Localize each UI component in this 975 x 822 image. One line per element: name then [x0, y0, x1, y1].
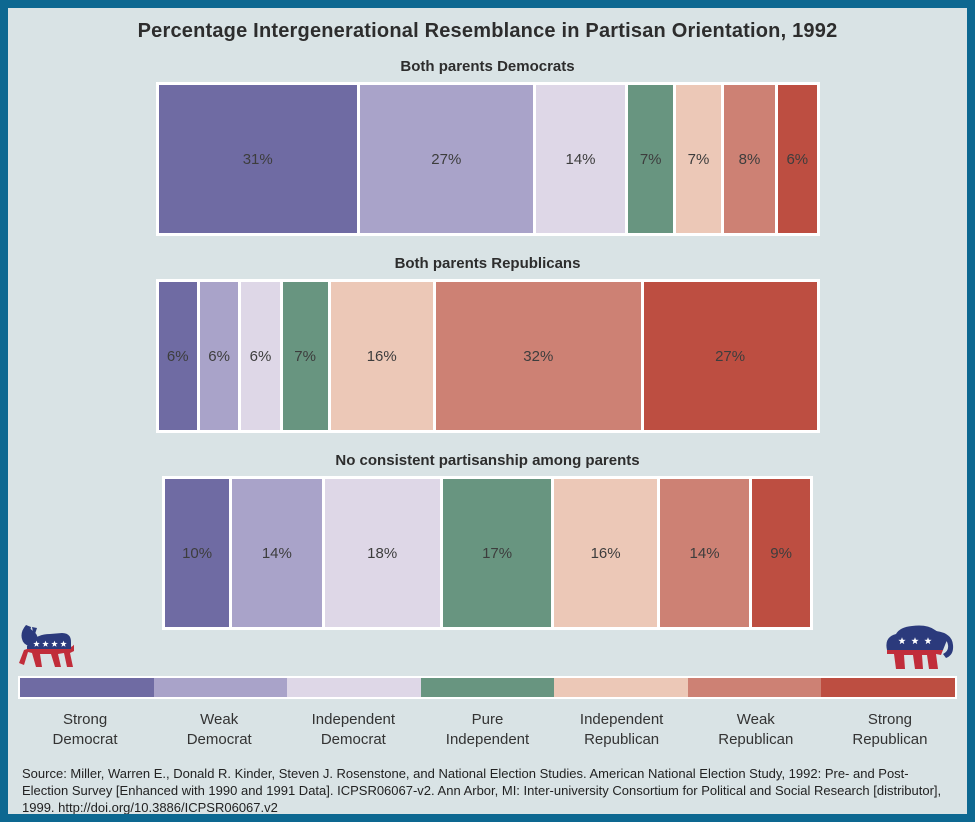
- legend-label-strong-democrat: Strong Democrat: [52, 711, 118, 748]
- bar-segment-independent-republican: 16%: [330, 282, 433, 430]
- bar-segment-weak-democrat: 6%: [199, 282, 239, 430]
- legend-label-weak-republican: Weak Republican: [718, 711, 794, 748]
- chart-no-consistent-partisanship: No consistent partisanship among parents…: [8, 452, 967, 630]
- bar-segment-weak-republican: 32%: [435, 282, 641, 430]
- bar-segment-weak-republican: 14%: [659, 479, 750, 627]
- segment-value-label: 8%: [738, 150, 761, 168]
- bar-segment-independent-democrat: 18%: [324, 479, 440, 627]
- bar-segment-strong-republican: 9%: [752, 479, 810, 627]
- segment-value-label: 27%: [715, 347, 746, 365]
- stacked-bar: 31% 27% 14% 7% 7% 8% 6%: [155, 82, 820, 236]
- legend-swatch-weak-republican: [687, 678, 822, 697]
- segment-value-label: 18%: [367, 544, 398, 562]
- bar-segment-pure-independent: 7%: [628, 85, 674, 233]
- bar-segment-strong-republican: 6%: [778, 85, 817, 233]
- bar-segment-independent-republican: 7%: [676, 85, 721, 233]
- chart-both-parents-democrats: Both parents Democrats 31% 27% 14% 7% 7% 8% 6%: [8, 58, 967, 236]
- segment-value-label: 7%: [639, 150, 662, 168]
- legend-label-weak-democrat: Weak Democrat: [186, 711, 252, 748]
- segment-value-label: 17%: [482, 544, 513, 562]
- segment-value-label: 9%: [770, 544, 792, 562]
- segment-value-label: 7%: [294, 347, 316, 365]
- bar-segment-strong-democrat: 10%: [165, 479, 230, 627]
- legend-labels: Strong Democrat Weak Democrat Independent …: [18, 710, 957, 750]
- bar-segment-pure-independent: 7%: [282, 282, 328, 430]
- legend-label-pure-independent: Pure Independent: [445, 711, 530, 748]
- segment-value-label: 16%: [590, 544, 621, 562]
- segment-value-label: 14%: [689, 544, 720, 562]
- stacked-bar: 6% 6% 6% 7% 16% 32% 27%: [155, 279, 820, 433]
- segment-value-label: 7%: [687, 150, 710, 168]
- bar-segment-strong-republican: 27%: [643, 282, 817, 430]
- segment-value-label: 6%: [208, 347, 230, 365]
- segment-value-label: 6%: [249, 347, 272, 365]
- segment-value-label: 14%: [261, 544, 292, 562]
- segment-value-label: 27%: [431, 150, 462, 168]
- republican-elephant-icon: [886, 625, 954, 669]
- segment-value-label: 14%: [565, 150, 596, 168]
- page-title: Percentage Intergenerational Resemblance…: [137, 20, 838, 42]
- chart-title: No consistent partisanship among parents: [335, 452, 640, 469]
- legend-swatch-independent-republican: [554, 678, 688, 697]
- bar-segment-pure-independent: 17%: [442, 479, 552, 627]
- legend-swatch-pure-independent: [420, 678, 555, 697]
- source-citation: Source: Miller, Warren E., Donald R. Kin…: [22, 766, 942, 816]
- segment-value-label: 31%: [242, 150, 273, 168]
- bar-segment-strong-democrat: 6%: [158, 282, 197, 430]
- chart-title: Both parents Democrats: [400, 58, 575, 75]
- stacked-bar: 10% 14% 18% 17% 16% 14% 9%: [162, 476, 813, 630]
- chart-title: Both parents Republicans: [394, 255, 581, 272]
- bar-segment-weak-democrat: 14%: [232, 479, 322, 627]
- legend-swatch-strong-republican: [821, 678, 956, 697]
- legend-label-independent-republican: Independent Republican: [579, 711, 664, 748]
- legend-swatch-independent-democrat: [287, 678, 421, 697]
- segment-value-label: 10%: [182, 544, 213, 562]
- legend-swatch-weak-democrat: [153, 678, 288, 697]
- bar-segment-weak-republican: 8%: [723, 85, 776, 233]
- democratic-donkey-icon: [19, 625, 74, 667]
- segment-value-label: 6%: [786, 150, 809, 168]
- bar-segment-independent-republican: 16%: [554, 479, 657, 627]
- legend: Strong Democrat Weak Democrat Independent …: [8, 625, 967, 750]
- legend-label-strong-republican: Strong Republican: [852, 711, 928, 748]
- bar-segment-independent-democrat: 6%: [241, 282, 280, 430]
- bar-segment-strong-democrat: 31%: [158, 85, 357, 233]
- legend-swatch-strong-democrat: [20, 678, 154, 697]
- legend-color-strip: [18, 676, 957, 699]
- segment-value-label: 32%: [523, 347, 554, 365]
- bar-segment-independent-democrat: 14%: [535, 85, 626, 233]
- segment-value-label: 6%: [166, 347, 189, 365]
- chart-both-parents-republicans: Both parents Republicans 6% 6% 6% 7% 16% 32% 2…: [8, 255, 967, 433]
- legend-label-independent-democrat: Independent Democrat: [311, 711, 396, 748]
- segment-value-label: 16%: [366, 347, 397, 365]
- bar-segment-weak-democrat: 27%: [359, 85, 533, 233]
